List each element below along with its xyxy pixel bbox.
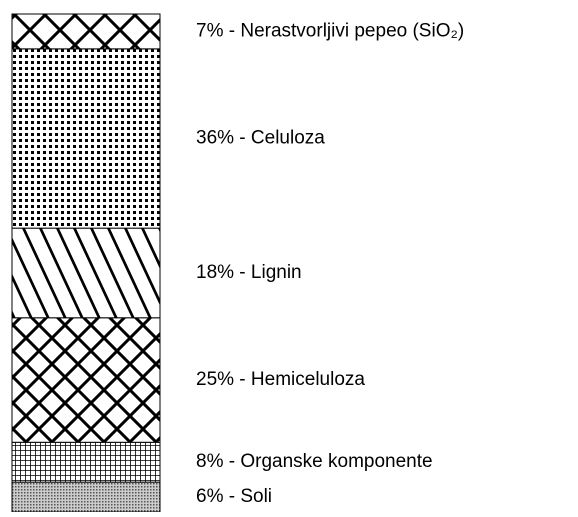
bar-segment (11, 317, 161, 443)
data-label: 18% - Lignin (196, 262, 302, 283)
data-label: 8% - Organske komponente (196, 451, 433, 472)
data-label: 25% - Hemiceluloza (196, 369, 365, 390)
bar-segment (11, 481, 161, 513)
data-label: 6% - Soli (196, 486, 272, 507)
bar-segment (11, 227, 161, 319)
bar-segment (11, 48, 161, 229)
bar-segment (11, 441, 161, 483)
bar-segment (11, 13, 161, 50)
data-label: 36% - Celuloza (196, 128, 325, 149)
data-label: 7% - Nerastvorljivi pepeo (SiO₂) (196, 20, 464, 41)
